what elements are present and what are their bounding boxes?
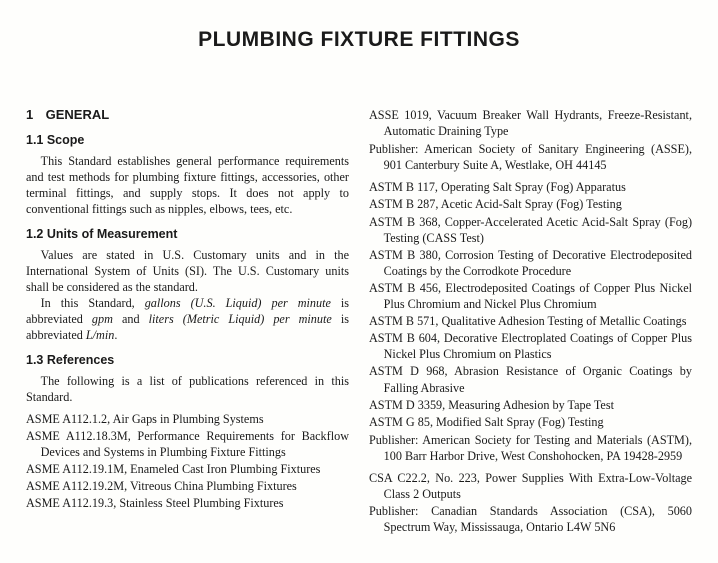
reference-item: ASSE 1019, Vacuum Breaker Wall Hydrants,…: [369, 107, 692, 139]
reference-item: ASTM B 287, Acetic Acid-Salt Spray (Fog)…: [369, 196, 692, 212]
left-column: 1 GENERAL 1.1 Scope This Standard establ…: [26, 106, 349, 535]
subsection-heading: 1.1 Scope: [26, 132, 349, 149]
reference-item: ASME A112.1.2, Air Gaps in Plumbing Syst…: [26, 411, 349, 427]
asme-references: ASME A112.1.2, Air Gaps in Plumbing Syst…: [26, 411, 349, 512]
reference-item: ASTM G 85, Modified Salt Spray (Fog) Tes…: [369, 414, 692, 430]
publisher-info: Publisher: American Society of Sanitary …: [369, 141, 692, 173]
section-number: 1: [26, 106, 42, 123]
reference-item: ASME A112.19.2M, Vitreous China Plumbing…: [26, 478, 349, 494]
section-heading: 1 GENERAL: [26, 106, 349, 123]
references-intro: The following is a list of publications …: [26, 373, 349, 405]
section-label: GENERAL: [46, 107, 110, 122]
reference-item: ASTM B 380, Corrosion Testing of Decorat…: [369, 247, 692, 279]
page-title: PLUMBING FIXTURE FITTINGS: [26, 28, 692, 52]
reference-item: ASTM D 968, Abrasion Resistance of Organ…: [369, 363, 692, 395]
subsection-heading: 1.3 References: [26, 352, 349, 369]
reference-item: ASTM B 117, Operating Salt Spray (Fog) A…: [369, 179, 692, 195]
reference-item: ASME A112.19.3, Stainless Steel Plumbing…: [26, 495, 349, 511]
reference-item: ASTM B 571, Qualitative Adhesion Testing…: [369, 313, 692, 329]
reference-item: ASTM D 3359, Measuring Adhesion by Tape …: [369, 397, 692, 413]
units-paragraph-1: Values are stated in U.S. Customary unit…: [26, 247, 349, 295]
units-paragraph-2: In this Standard, gallons (U.S. Liquid) …: [26, 295, 349, 343]
reference-item: ASTM B 456, Electrodeposited Coatings of…: [369, 280, 692, 312]
scope-paragraph: This Standard establishes general perfor…: [26, 153, 349, 217]
subsection-heading: 1.2 Units of Measurement: [26, 226, 349, 243]
reference-item: ASTM B 604, Decorative Electroplated Coa…: [369, 330, 692, 362]
reference-item: ASME A112.19.1M, Enameled Cast Iron Plum…: [26, 461, 349, 477]
reference-item: ASME A112.18.3M, Performance Requirement…: [26, 428, 349, 460]
reference-item: ASTM B 368, Copper-Accelerated Acetic Ac…: [369, 214, 692, 246]
two-column-layout: 1 GENERAL 1.1 Scope This Standard establ…: [26, 106, 692, 535]
right-column: ASSE 1019, Vacuum Breaker Wall Hydrants,…: [369, 106, 692, 535]
reference-item: CSA C22.2, No. 223, Power Supplies With …: [369, 470, 692, 502]
publisher-info: Publisher: Canadian Standards Associatio…: [369, 503, 692, 535]
publisher-info: Publisher: American Society for Testing …: [369, 432, 692, 464]
